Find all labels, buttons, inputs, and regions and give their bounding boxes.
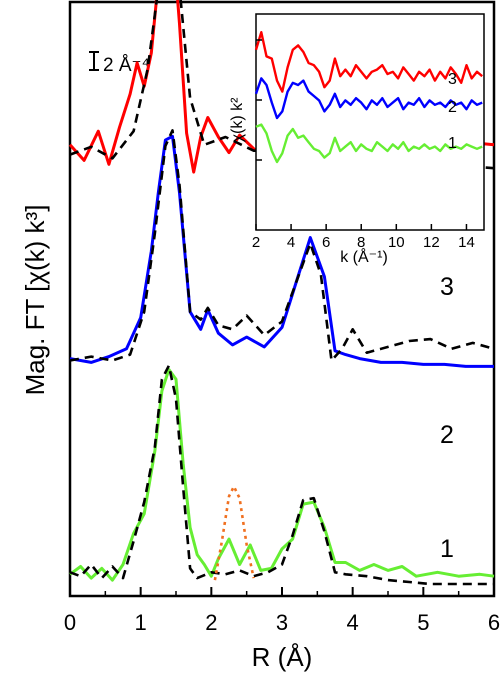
inset-x-tick-label: 6: [322, 234, 330, 251]
inset-x-tick-label: 10: [388, 234, 405, 251]
extra-dotted-peak-line: [213, 485, 255, 581]
y-axis-label: Mag. FT [χ(k) k³]: [20, 205, 50, 396]
x-tick-label: 4: [347, 610, 359, 635]
x-axis-label: R (Å): [252, 642, 313, 672]
series-2-line: [69, 134, 494, 368]
scale-bar-label: 2 Å⁻⁴: [103, 55, 150, 76]
inset-x-tick-label: 2: [252, 234, 260, 251]
curve-label-3: 3: [440, 273, 454, 301]
x-tick-label: 2: [205, 610, 217, 635]
inset-x-tick-label: 8: [357, 234, 365, 251]
inset-x-axis-label: k (Å⁻¹): [340, 247, 388, 266]
x-tick-label: 6: [488, 610, 500, 635]
x-tick-label: 0: [64, 610, 76, 635]
curve-label-2: 2: [440, 421, 454, 449]
curve-label-1: 1: [440, 535, 454, 563]
inset-series-1-line: [255, 123, 483, 164]
inset-curve-label-2: 2: [448, 99, 457, 116]
x-tick-label: 1: [135, 610, 147, 635]
inset-plot-frame: [255, 13, 485, 231]
x-tick-label: 3: [276, 610, 288, 635]
series-1-fit-line: [69, 364, 494, 586]
series-2-fit-line: [69, 129, 495, 362]
inset-curve-label-1: 1: [448, 135, 457, 152]
inset-x-tick-label: 4: [287, 234, 295, 251]
inset-x-tick-label: 14: [458, 234, 475, 251]
inset-series-3-line: [254, 31, 483, 93]
inset-curve-label-3: 3: [448, 71, 457, 88]
inset-series-2-line: [254, 77, 483, 120]
inset-background: [256, 14, 484, 230]
inset-x-tick-label: 12: [423, 234, 440, 251]
inset-y-axis-label: χ(k) k²: [229, 97, 246, 143]
x-tick-label: 5: [417, 610, 429, 635]
series-1-line: [69, 368, 495, 582]
